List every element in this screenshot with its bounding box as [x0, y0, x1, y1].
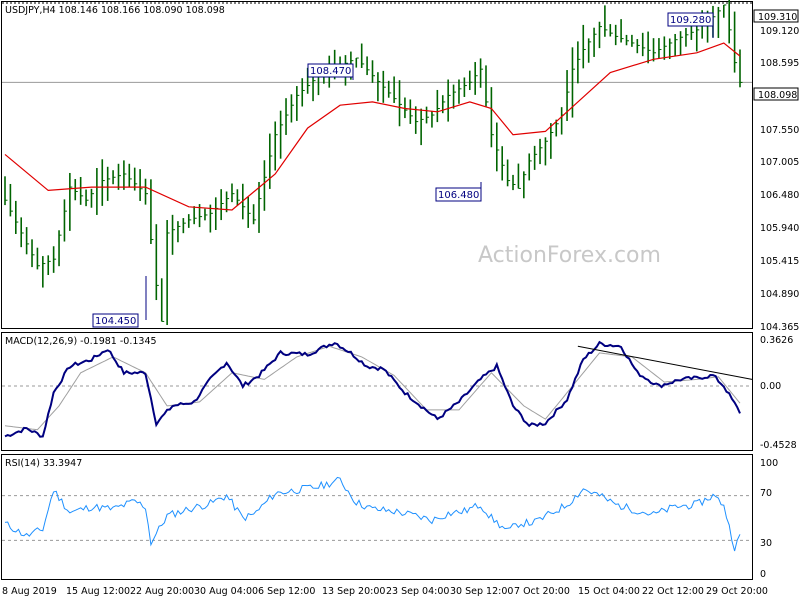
macd-header: MACD(12,26,9) -0.1981 -0.1345: [5, 336, 157, 347]
rsi-layer: [2, 476, 752, 552]
y-tick: 0: [760, 569, 766, 580]
y-tick: 0.00: [760, 381, 781, 392]
y-tick: 0.3626: [760, 335, 793, 346]
y-tick: 70: [760, 488, 772, 499]
callout-108470: 108.470: [307, 63, 354, 80]
price-grid: [2, 2, 752, 83]
y-tick: 30: [760, 538, 772, 549]
macd-panel-frame: [1, 332, 753, 451]
x-tick: 29 Oct 20:00: [706, 586, 768, 597]
x-tick: 8 Aug 2019: [2, 586, 57, 597]
rsi-line: [4, 476, 741, 552]
y-tick: 100: [760, 458, 778, 469]
x-tick: 23 Sep 04:00: [386, 586, 449, 597]
y-tick: 105.415: [760, 256, 799, 267]
watermark: ActionForex.com: [478, 243, 661, 268]
svg-text:104.450: 104.450: [95, 316, 136, 327]
price-panel-frame: [1, 1, 753, 329]
y-tick: 108.595: [760, 58, 799, 69]
x-tick: 13 Sep 20:00: [322, 586, 385, 597]
macd-y-axis: 0.3626 0.00 -0.4528: [760, 335, 797, 451]
callout-104450: 104.450: [92, 276, 147, 328]
x-tick: 30 Aug 04:00: [194, 586, 258, 597]
svg-text:108.470: 108.470: [310, 66, 351, 77]
moving-average: [4, 42, 741, 211]
rsi-panel-frame: [1, 454, 753, 580]
x-tick: 22 Oct 12:00: [642, 586, 704, 597]
callout-106480: 106.480: [435, 182, 482, 202]
price-candles: [4, 0, 743, 326]
x-tick: 22 Aug 20:00: [130, 586, 194, 597]
svg-text:106.480: 106.480: [438, 190, 479, 201]
macd-layer: [2, 340, 753, 438]
last-price-tag: 108.098: [758, 90, 797, 101]
x-tick: 15 Aug 12:00: [66, 586, 130, 597]
y-tick: 104.365: [760, 322, 799, 333]
top-level-tag: 109.310: [758, 12, 797, 23]
x-axis: 8 Aug 2019 15 Aug 12:00 22 Aug 20:00 30 …: [2, 586, 768, 597]
top-level-tag-box: [753, 9, 799, 23]
y-tick: 106.480: [760, 190, 799, 201]
x-tick: 7 Oct 20:00: [514, 586, 570, 597]
y-tick: 105.940: [760, 223, 799, 234]
y-tick: 104.890: [760, 289, 799, 300]
y-tick: -0.4528: [760, 440, 797, 451]
last-price-tag-box: [753, 87, 799, 101]
ma-line: [4, 42, 741, 211]
price-y-axis: 109.120 108.595 107.550 107.005 106.480 …: [760, 26, 799, 333]
y-tick: 107.550: [760, 125, 799, 136]
x-tick: 15 Oct 04:00: [578, 586, 640, 597]
rsi-header: RSI(14) 33.3947: [5, 458, 82, 469]
price-header: USDJPY,H4 108.146 108.166 108.090 108.09…: [5, 5, 225, 16]
callout-109280: 109.280: [667, 12, 714, 38]
y-tick: 107.005: [760, 157, 799, 168]
y-tick: 109.120: [760, 26, 799, 37]
macd-trendline: [577, 345, 753, 380]
svg-text:109.280: 109.280: [670, 15, 711, 26]
x-tick: 30 Sep 12:00: [450, 586, 513, 597]
macd-signal-line: [4, 345, 741, 431]
macd-line: [4, 340, 741, 438]
x-tick: 6 Sep 12:00: [258, 586, 315, 597]
rsi-y-axis: 100 70 30 0: [760, 458, 778, 580]
